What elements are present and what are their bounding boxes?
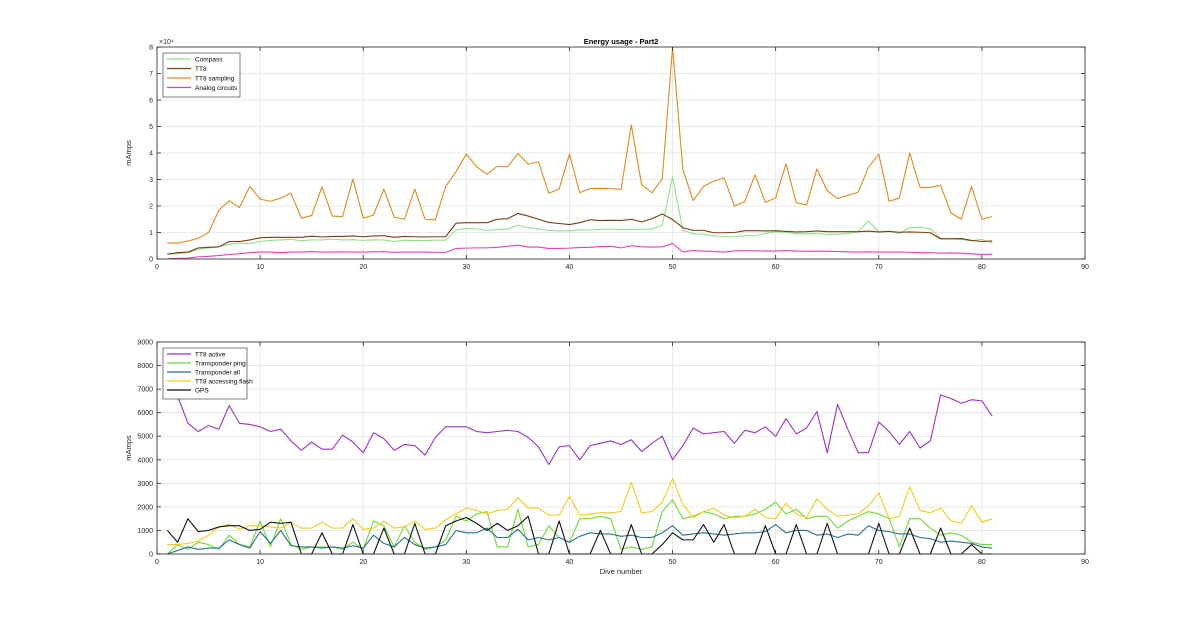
x-tick-label: 0 xyxy=(155,559,159,566)
x-tick-label: 50 xyxy=(669,264,677,271)
y-tick-label: 4 xyxy=(149,151,153,158)
legend: Compass TT8 TT8 sampling Analog circuits xyxy=(162,52,241,98)
y-tick-label: 3000 xyxy=(137,481,153,488)
y-tick-label: 1 xyxy=(149,230,153,237)
x-tick-label: 80 xyxy=(978,264,986,271)
x-tick-label: 40 xyxy=(566,559,574,566)
series-line-tt8-accessing-flash xyxy=(167,478,993,546)
y-axis-label: mAmps xyxy=(124,435,133,461)
legend-label-tt8-active: TT8 active xyxy=(195,351,226,358)
x-tick-label: 10 xyxy=(256,264,264,271)
series-line-transponder-ping xyxy=(166,499,993,555)
x-tick-label: 80 xyxy=(978,559,986,566)
y-tick-label: 8000 xyxy=(137,363,153,370)
x-tick-label: 60 xyxy=(772,559,780,566)
legend-label-transponder-all: Transponder all xyxy=(195,369,240,376)
legend-label-tt8-sampling: TT8 sampling xyxy=(195,75,235,82)
y-axis-label: mAmps xyxy=(124,140,133,166)
x-tick-label: 50 xyxy=(669,559,677,566)
series-line-tt8 xyxy=(167,212,993,255)
plot-area xyxy=(157,342,1085,554)
y-tick-label: 5000 xyxy=(137,434,153,441)
x-tick-label: 10 xyxy=(256,559,264,566)
x-tick-label: 60 xyxy=(772,264,780,271)
y-exponent-label: ×10⁴ xyxy=(159,39,174,46)
x-tick-label: 30 xyxy=(462,264,470,271)
axes-energy-usage-top: 0 10 20 30 40 50 60 70 80 90 0 1 2 3 4 5 6 7 8 ×10⁴ Energy u… xyxy=(124,37,1089,271)
y-tick-label: 5 xyxy=(149,124,153,131)
y-tick-label: 8 xyxy=(149,45,153,52)
x-tick-label: 0 xyxy=(155,264,159,271)
series-line-tt8-sampling xyxy=(167,46,993,244)
axes-energy-usage-bottom: 0 10 20 30 40 50 60 70 80 90 0 1000 2000 3000 4000 5000… xyxy=(124,340,1089,577)
y-tick-label: 6000 xyxy=(137,410,153,417)
series-line-analog-circuits xyxy=(167,243,993,260)
chart-title: Energy usage - Part2 xyxy=(584,37,659,46)
series-line-transponder-all xyxy=(167,524,993,555)
legend-box xyxy=(162,52,241,98)
legend-label-compass: Compass xyxy=(195,56,223,63)
y-tick-label: 0 xyxy=(149,257,153,264)
x-tick-label: 90 xyxy=(1081,264,1089,271)
legend-label-gps: GPS xyxy=(195,387,209,394)
x-axis-label: Dive number xyxy=(600,567,643,576)
legend-label-tt8-accessing-flash: TT8 accessing flash xyxy=(195,378,253,385)
axes-border xyxy=(156,341,1086,555)
y-tick-label: 7000 xyxy=(137,387,153,394)
x-tick-label: 70 xyxy=(875,559,883,566)
x-tick-label: 90 xyxy=(1081,559,1089,566)
y-tick-label: 3 xyxy=(149,177,153,184)
x-tick-label: 30 xyxy=(462,559,470,566)
y-tick-label: 1000 xyxy=(137,528,153,535)
y-tick-label: 9000 xyxy=(137,340,153,347)
x-tick-label: 40 xyxy=(566,264,574,271)
legend-label-transponder-ping: Transponder ping xyxy=(195,360,246,367)
y-tick-label: 2 xyxy=(149,204,153,211)
x-tick-label: 20 xyxy=(359,559,367,566)
y-tick-label: 4000 xyxy=(137,457,153,464)
legend-label-analog-circuits: Analog circuits xyxy=(195,85,238,92)
x-tick-label: 20 xyxy=(359,264,367,271)
x-tick-label: 70 xyxy=(875,264,883,271)
legend: TT8 active Transponder ping Transponder al… xyxy=(162,347,253,400)
y-tick-label: 6 xyxy=(149,98,153,105)
y-tick-label: 2000 xyxy=(137,504,153,511)
y-tick-label: 0 xyxy=(149,552,153,559)
series-line-tt8-active xyxy=(166,381,993,466)
series-line-compass xyxy=(167,176,993,255)
y-tick-label: 7 xyxy=(149,71,153,78)
legend-label-tt8: TT8 xyxy=(195,66,207,73)
